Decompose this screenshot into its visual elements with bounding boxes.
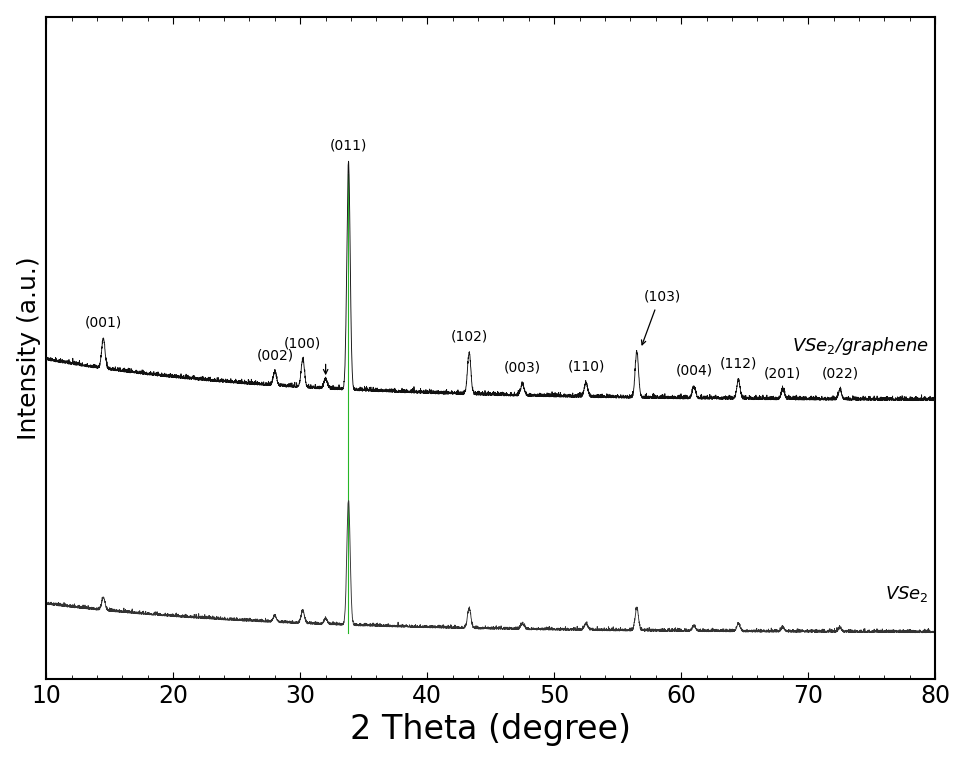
Text: (003): (003) [504,361,542,375]
Text: (102): (102) [451,330,487,343]
Text: (001): (001) [85,315,122,330]
Text: (022): (022) [821,367,859,381]
Text: (103): (103) [644,289,681,303]
Text: (100): (100) [284,336,321,350]
Text: (201): (201) [764,366,802,381]
Text: VSe$_2$/graphene: VSe$_2$/graphene [792,335,929,357]
X-axis label: 2 Theta (degree): 2 Theta (degree) [350,713,631,746]
Text: (112): (112) [719,357,757,371]
Y-axis label: Intensity (a.u.): Intensity (a.u.) [16,256,41,439]
Text: (110): (110) [568,359,604,374]
Text: (004): (004) [675,363,713,378]
Text: (002): (002) [256,348,293,362]
Text: (011): (011) [330,138,367,153]
Text: VSe$_2$: VSe$_2$ [885,584,929,604]
